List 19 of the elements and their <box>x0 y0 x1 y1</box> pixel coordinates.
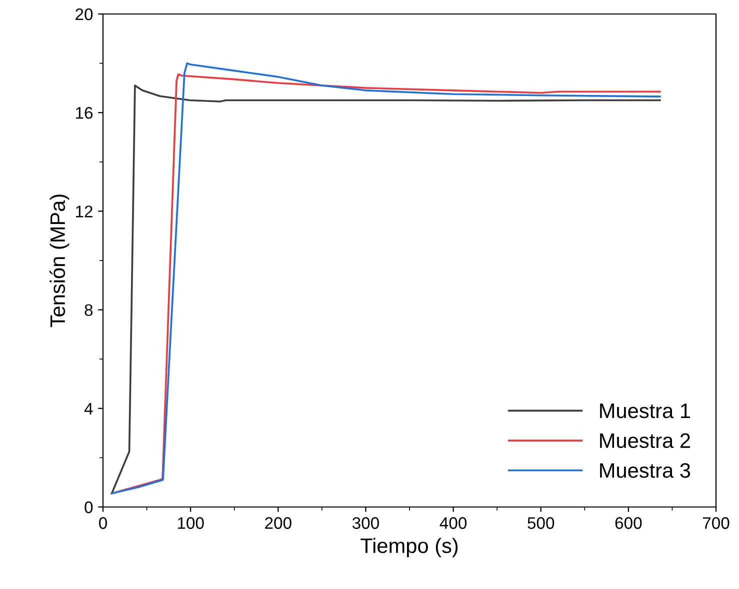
x-tick-label: 0 <box>99 517 107 529</box>
x-tick-label: 300 <box>352 517 379 529</box>
x-tick-label: 400 <box>440 517 467 529</box>
y-tick-label: 0 <box>84 501 93 514</box>
y-tick-label: 12 <box>76 206 92 218</box>
y-tick-label: 16 <box>76 107 93 119</box>
y-tick-label: 20 <box>76 8 93 20</box>
legend-label: Muestra 2 <box>600 433 690 448</box>
y-tick-label: 4 <box>84 402 93 414</box>
x-tick-label: 200 <box>265 517 292 529</box>
y-tick-label: 8 <box>84 304 93 316</box>
x-tick-label: 700 <box>702 517 730 529</box>
x-tick-label: 600 <box>615 517 642 529</box>
legend-label: Muestra 3 <box>600 463 690 478</box>
x-axis-title: Tiempo (s) <box>360 538 458 558</box>
x-tick-label: 500 <box>528 517 554 529</box>
x-tick-label: 100 <box>178 517 204 529</box>
y-axis-title: Tensión (MPa) <box>50 194 70 328</box>
legend-label: Muestra 1 <box>600 404 690 418</box>
